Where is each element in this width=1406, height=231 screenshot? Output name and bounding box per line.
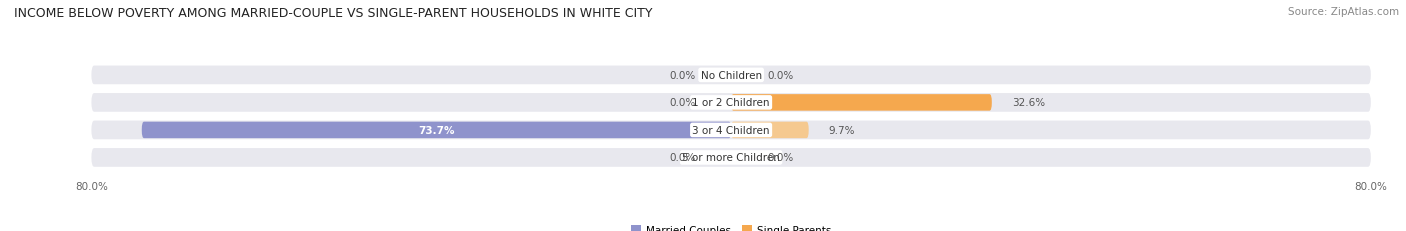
Text: 1 or 2 Children: 1 or 2 Children xyxy=(692,98,770,108)
Text: 0.0%: 0.0% xyxy=(669,98,695,108)
FancyBboxPatch shape xyxy=(91,121,1371,140)
Text: 5 or more Children: 5 or more Children xyxy=(682,153,780,163)
Text: 3 or 4 Children: 3 or 4 Children xyxy=(692,125,770,135)
Text: 32.6%: 32.6% xyxy=(1012,98,1045,108)
Text: 0.0%: 0.0% xyxy=(669,153,695,163)
Legend: Married Couples, Single Parents: Married Couples, Single Parents xyxy=(627,220,835,231)
FancyBboxPatch shape xyxy=(731,122,808,139)
FancyBboxPatch shape xyxy=(142,122,731,139)
FancyBboxPatch shape xyxy=(731,95,991,111)
FancyBboxPatch shape xyxy=(91,66,1371,85)
Text: INCOME BELOW POVERTY AMONG MARRIED-COUPLE VS SINGLE-PARENT HOUSEHOLDS IN WHITE C: INCOME BELOW POVERTY AMONG MARRIED-COUPL… xyxy=(14,7,652,20)
FancyBboxPatch shape xyxy=(91,94,1371,112)
Text: 0.0%: 0.0% xyxy=(669,71,695,81)
Text: 9.7%: 9.7% xyxy=(828,125,855,135)
Text: 73.7%: 73.7% xyxy=(418,125,454,135)
Text: 0.0%: 0.0% xyxy=(768,71,793,81)
Text: 0.0%: 0.0% xyxy=(768,153,793,163)
Text: Source: ZipAtlas.com: Source: ZipAtlas.com xyxy=(1288,7,1399,17)
FancyBboxPatch shape xyxy=(91,149,1371,167)
Text: No Children: No Children xyxy=(700,71,762,81)
